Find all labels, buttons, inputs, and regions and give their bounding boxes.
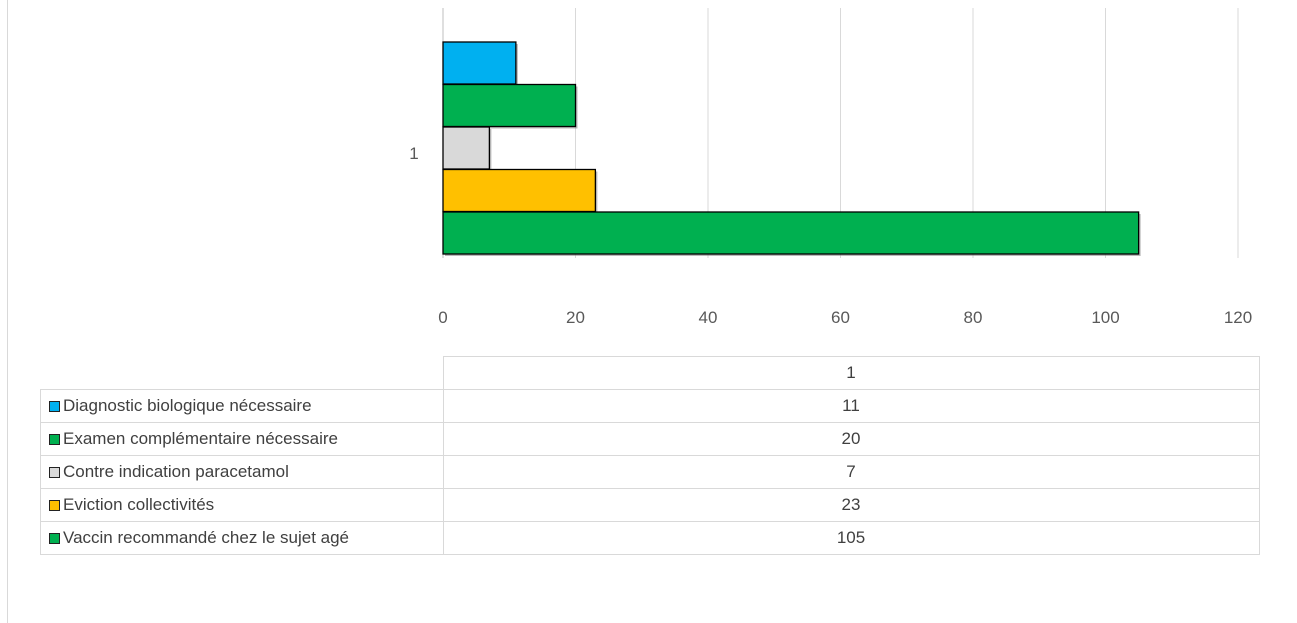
legend-swatch [49,467,60,478]
legend-label: Vaccin recommandé chez le sujet agé [63,528,350,547]
data-table: 1 Diagnostic biologique nécessaire 11 Exam… [40,356,1260,555]
legend-entry: Contre indication paracetamol [40,455,444,489]
table-row: Contre indication paracetamol 7 [40,455,1260,489]
legend-entry: Vaccin recommandé chez le sujet agé [40,521,444,555]
legend-label: Diagnostic biologique nécessaire [63,396,312,415]
bar-5 [442,211,1140,255]
table-row: Eviction collectivités 23 [40,488,1260,522]
table-row: Diagnostic biologique nécessaire 11 [40,389,1260,423]
legend-swatch [49,401,60,412]
x-tick-label: 80 [964,308,983,327]
legend-swatch [49,533,60,544]
table-row: Examen complémentaire nécessaire 20 [40,422,1260,456]
table-header-row: 1 [41,356,1260,390]
bar-1 [442,41,517,85]
legend-swatch [49,500,60,511]
table-value-cell: 20 [442,422,1260,456]
legend-swatch [49,434,60,445]
x-tick-label: 60 [831,308,850,327]
x-tick-label: 0 [438,308,447,327]
legend-entry: Eviction collectivités [40,488,444,522]
bar-4 [442,168,597,213]
legend-label: Examen complémentaire nécessaire [63,429,338,448]
x-tick-label: 120 [1224,308,1252,327]
table-value-cell: 23 [442,488,1260,522]
legend-entry: Diagnostic biologique nécessaire [40,389,444,423]
legend-entry: Examen complémentaire nécessaire [40,422,444,456]
y-category-label: 1 [409,144,418,163]
table-header-cell: 1 [442,356,1260,390]
bar-chart: 0 20 40 60 80 100 120 1 [409,8,1252,327]
table-corner [41,357,444,390]
bar-3 [442,126,491,170]
table-value-cell: 11 [442,389,1260,423]
bar-2 [442,83,577,128]
chart-frame-border [7,0,8,623]
x-tick-label: 100 [1091,308,1119,327]
x-tick-label: 20 [566,308,585,327]
legend-label: Contre indication paracetamol [63,462,289,481]
table-value-cell: 105 [442,521,1260,555]
x-tick-label: 40 [699,308,718,327]
table-value-cell: 7 [442,455,1260,489]
table-row: Vaccin recommandé chez le sujet agé 105 [40,521,1260,555]
legend-label: Eviction collectivités [63,495,215,514]
